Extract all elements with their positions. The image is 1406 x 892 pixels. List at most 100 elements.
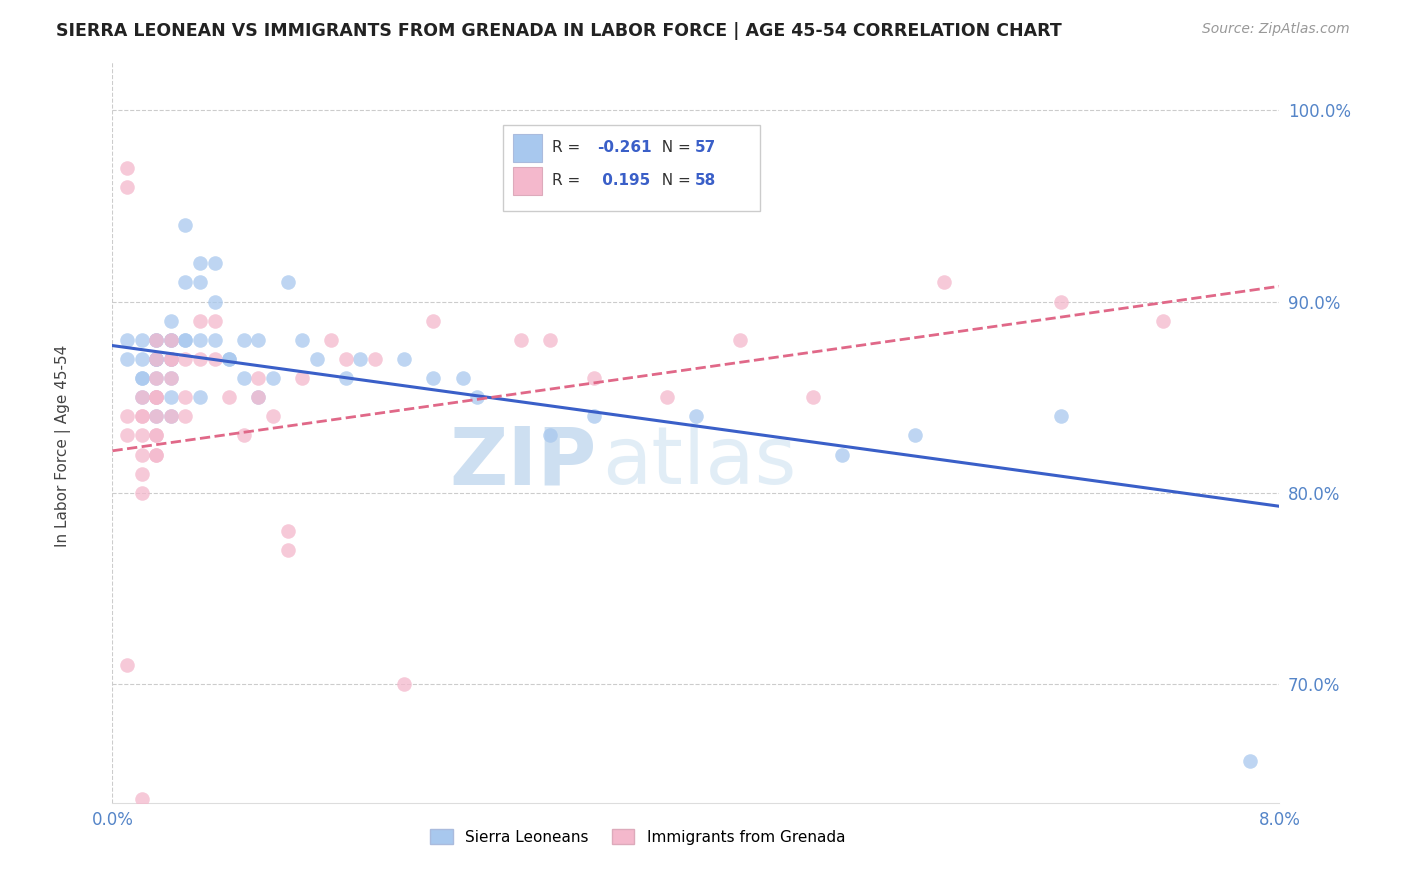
Point — [305, 351, 328, 366]
Point — [115, 351, 138, 366]
Point — [218, 351, 240, 366]
Point — [160, 409, 183, 424]
Point — [188, 256, 211, 270]
Point — [174, 218, 197, 232]
Point — [145, 333, 167, 347]
Point — [145, 371, 167, 385]
Point — [1049, 294, 1071, 309]
Point — [218, 351, 240, 366]
Point — [160, 409, 183, 424]
Point — [262, 371, 284, 385]
Point — [174, 390, 197, 404]
Point — [115, 428, 138, 442]
Point — [364, 351, 387, 366]
Point — [145, 390, 167, 404]
Point — [145, 409, 167, 424]
Text: N =: N = — [651, 140, 695, 155]
Text: -0.261: -0.261 — [596, 140, 651, 155]
Point — [145, 448, 167, 462]
Point — [174, 409, 197, 424]
Point — [685, 409, 707, 424]
Point — [160, 371, 183, 385]
Point — [131, 448, 153, 462]
Point — [465, 390, 488, 404]
Point — [145, 333, 167, 347]
Point — [160, 351, 183, 366]
Point — [160, 314, 183, 328]
Point — [145, 428, 167, 442]
Point — [932, 276, 955, 290]
Point — [394, 677, 416, 691]
Text: 57: 57 — [695, 140, 716, 155]
Point — [247, 371, 270, 385]
Point — [291, 371, 314, 385]
Point — [145, 351, 167, 366]
FancyBboxPatch shape — [503, 126, 761, 211]
Point — [131, 390, 153, 404]
Point — [232, 428, 254, 442]
Point — [538, 428, 561, 442]
Point — [276, 276, 298, 290]
Point — [131, 371, 153, 385]
Point — [451, 371, 474, 385]
Point — [160, 390, 183, 404]
Point — [131, 371, 153, 385]
Point — [145, 409, 167, 424]
Point — [582, 409, 605, 424]
Point — [145, 390, 167, 404]
Text: R =: R = — [553, 173, 585, 188]
Point — [204, 256, 226, 270]
Point — [131, 390, 153, 404]
Text: 0.195: 0.195 — [596, 173, 650, 188]
Point — [422, 371, 444, 385]
Point — [335, 371, 357, 385]
Point — [145, 371, 167, 385]
Point — [131, 333, 153, 347]
Point — [131, 467, 153, 481]
Point — [131, 486, 153, 500]
Point — [232, 371, 254, 385]
Point — [904, 428, 927, 442]
Point — [831, 448, 853, 462]
Point — [321, 333, 343, 347]
Point — [160, 333, 183, 347]
Point — [655, 390, 678, 404]
Point — [145, 390, 167, 404]
Point — [145, 390, 167, 404]
Point — [174, 333, 197, 347]
Point — [188, 333, 211, 347]
Point — [188, 390, 211, 404]
Point — [204, 314, 226, 328]
Point — [422, 314, 444, 328]
Point — [538, 333, 561, 347]
Point — [131, 351, 153, 366]
Point — [145, 351, 167, 366]
Point — [145, 448, 167, 462]
Legend: Sierra Leoneans, Immigrants from Grenada: Sierra Leoneans, Immigrants from Grenada — [425, 822, 851, 851]
Text: N =: N = — [651, 173, 695, 188]
Point — [160, 371, 183, 385]
Point — [115, 161, 138, 175]
Point — [160, 333, 183, 347]
Point — [160, 351, 183, 366]
Point — [160, 333, 183, 347]
Point — [349, 351, 371, 366]
Point — [204, 294, 226, 309]
Text: Source: ZipAtlas.com: Source: ZipAtlas.com — [1202, 22, 1350, 37]
Point — [131, 409, 153, 424]
Point — [145, 351, 167, 366]
Point — [582, 371, 605, 385]
Point — [174, 276, 197, 290]
Point — [145, 333, 167, 347]
Point — [291, 333, 314, 347]
Point — [160, 351, 183, 366]
Point — [276, 543, 298, 558]
Point — [335, 351, 357, 366]
Point — [188, 276, 211, 290]
FancyBboxPatch shape — [513, 167, 541, 195]
Point — [1049, 409, 1071, 424]
Point — [131, 428, 153, 442]
Point — [145, 428, 167, 442]
Point — [115, 409, 138, 424]
Text: atlas: atlas — [603, 423, 797, 501]
